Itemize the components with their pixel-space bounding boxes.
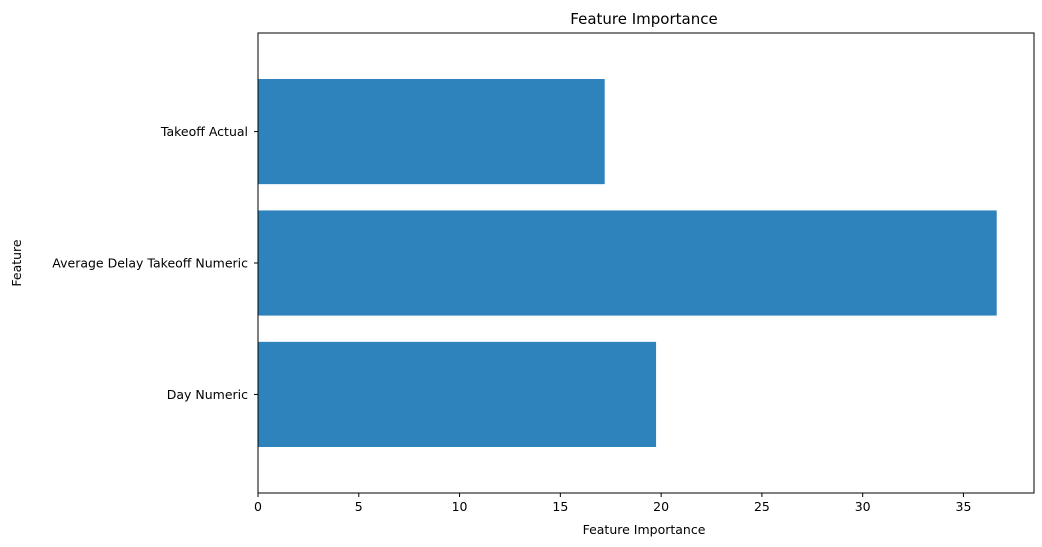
x-tick-label: 35 [956,499,972,514]
x-tick-label: 0 [254,499,262,514]
bars-layer [258,79,997,447]
bar [258,341,657,447]
bar [258,210,997,316]
y-tick-label: Takeoff Actual [160,124,248,139]
y-axis-title: Feature [9,239,24,287]
x-tick-label: 10 [452,499,468,514]
y-axis: Day Numeric Average Delay Takeoff Numeric… [52,124,258,402]
x-tick-label: 25 [754,499,770,514]
chart-title: Feature Importance [570,10,717,28]
x-tick-label: 20 [653,499,669,514]
x-tick-label: 30 [855,499,871,514]
x-axis: 0 5 10 15 20 25 30 35 [254,493,971,514]
bar [258,79,605,185]
y-tick-label: Average Delay Takeoff Numeric [52,256,248,271]
y-tick-label: Day Numeric [167,387,248,402]
x-axis-title: Feature Importance [583,522,706,537]
x-tick-label: 5 [355,499,363,514]
x-tick-label: 15 [552,499,568,514]
